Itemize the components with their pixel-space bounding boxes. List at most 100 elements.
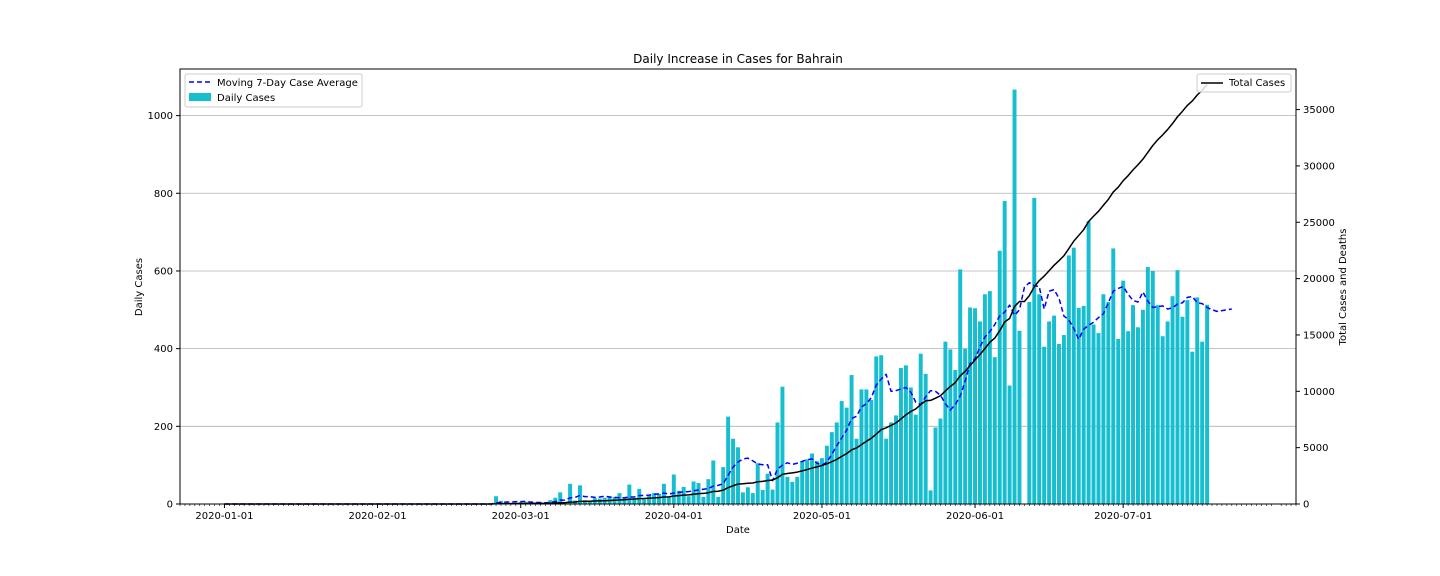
- daily-cases-bar: [1145, 267, 1150, 504]
- daily-cases-bar: [1061, 335, 1066, 504]
- daily-cases-bar: [913, 414, 918, 504]
- daily-cases-bar: [805, 459, 810, 504]
- daily-cases-bar: [1121, 280, 1126, 504]
- daily-cases-bar: [716, 497, 721, 504]
- daily-cases-bar: [824, 445, 829, 504]
- axes-layer: 0200400600800100005000100001500020000250…: [148, 105, 1335, 522]
- legend-moving-average-label: Moving 7-Day Case Average: [217, 78, 358, 89]
- daily-cases-bar: [898, 368, 903, 504]
- daily-cases-bar: [948, 349, 953, 504]
- daily-cases-bar: [706, 479, 711, 504]
- daily-cases-bar: [1170, 296, 1175, 504]
- daily-cases-bar: [859, 389, 864, 504]
- daily-cases-bar: [1116, 338, 1121, 504]
- daily-cases-bar: [1150, 270, 1155, 504]
- daily-cases-bar: [963, 348, 968, 504]
- x-tick-label: 2020-03-01: [492, 511, 550, 522]
- daily-cases-bar: [1081, 305, 1086, 504]
- daily-cases-bar: [587, 500, 592, 504]
- daily-cases-bar: [1052, 315, 1057, 504]
- y2-tick-label: 25000: [1303, 218, 1335, 229]
- daily-cases-bar: [987, 291, 992, 504]
- legend-daily-cases-label: Daily Cases: [217, 93, 275, 104]
- daily-cases-bar: [760, 490, 765, 504]
- daily-cases-bar: [745, 487, 750, 504]
- daily-cases-bar: [1111, 248, 1116, 504]
- daily-cases-bar: [834, 422, 839, 504]
- daily-cases-bar: [968, 307, 973, 504]
- x-tick-label: 2020-07-01: [1094, 511, 1152, 522]
- daily-cases-bar: [731, 438, 736, 504]
- legend-right: Total Cases: [1196, 73, 1292, 93]
- daily-cases-bar: [1126, 331, 1131, 504]
- daily-cases-bar: [642, 499, 647, 504]
- daily-cases-bar: [1027, 302, 1032, 504]
- daily-cases-bar: [1007, 385, 1012, 504]
- daily-cases-bar: [740, 492, 745, 504]
- y-axis-title: Daily Cases: [134, 258, 145, 316]
- x-tick-label: 2020-02-01: [348, 511, 406, 522]
- daily-cases-bar: [795, 476, 800, 504]
- x-tick-label: 2020-04-01: [645, 511, 703, 522]
- daily-cases-bar: [1140, 309, 1145, 504]
- y-tick-label: 200: [154, 422, 173, 433]
- bars-layer: [494, 89, 1210, 505]
- y2-tick-label: 20000: [1303, 274, 1335, 285]
- y2-tick-label: 10000: [1303, 387, 1335, 398]
- daily-cases-bar: [701, 497, 706, 504]
- daily-cases-bar: [578, 485, 582, 504]
- daily-cases-bar: [918, 353, 923, 504]
- daily-cases-bar: [726, 416, 731, 504]
- daily-cases-bar: [819, 458, 824, 504]
- y-tick-label: 1000: [148, 111, 173, 122]
- daily-cases-bar: [938, 418, 943, 504]
- daily-cases-bar: [800, 461, 805, 504]
- legend-total-cases-label: Total Cases: [1228, 78, 1285, 89]
- daily-cases-bar: [839, 401, 844, 504]
- daily-cases-bar: [666, 497, 671, 504]
- daily-cases-bar: [894, 415, 898, 504]
- daily-cases-bar: [908, 387, 913, 504]
- daily-cases-bar: [627, 484, 632, 504]
- daily-cases-bar: [874, 356, 879, 504]
- daily-cases-bar: [676, 490, 681, 504]
- daily-cases-bar: [829, 432, 834, 504]
- daily-cases-bar: [622, 497, 627, 504]
- daily-cases-bar: [637, 488, 642, 504]
- y2-tick-label: 5000: [1303, 443, 1328, 454]
- daily-cases-bar: [815, 461, 819, 504]
- daily-cases-bar: [661, 483, 666, 504]
- daily-cases-bar: [1175, 270, 1180, 504]
- daily-cases-bar: [864, 389, 869, 504]
- daily-cases-bar: [869, 399, 874, 504]
- daily-cases-bar: [1086, 221, 1091, 504]
- daily-cases-bar: [928, 490, 933, 504]
- daily-cases-bar: [686, 496, 691, 504]
- daily-cases-bar: [1101, 294, 1106, 504]
- daily-cases-bar: [1190, 351, 1195, 504]
- daily-cases-bar: [1106, 302, 1111, 504]
- daily-cases-bar: [903, 365, 908, 504]
- daily-cases-bar: [1131, 305, 1136, 504]
- legend-daily-cases-swatch: [189, 93, 211, 101]
- daily-cases-bar: [750, 493, 755, 504]
- y2-tick-label: 0: [1303, 500, 1309, 511]
- daily-cases-bar: [1160, 336, 1165, 504]
- daily-cases-bar: [1155, 305, 1160, 504]
- daily-cases-bar: [1056, 343, 1061, 504]
- x-tick-label: 2020-06-01: [946, 511, 1004, 522]
- legend-right-box: [1196, 73, 1292, 93]
- daily-cases-bar: [1185, 300, 1190, 504]
- daily-cases-bar: [1195, 297, 1200, 504]
- y-tick-label: 0: [167, 500, 173, 511]
- daily-cases-bar: [992, 357, 997, 504]
- x-axis-title: Date: [726, 525, 750, 536]
- daily-cases-bar: [1037, 294, 1042, 504]
- daily-cases-bar: [1165, 321, 1170, 504]
- daily-cases-bar: [563, 502, 568, 504]
- daily-cases-bar: [923, 373, 928, 504]
- daily-cases-bar: [568, 483, 573, 504]
- daily-cases-bar: [780, 386, 785, 504]
- daily-cases-bar: [933, 427, 938, 504]
